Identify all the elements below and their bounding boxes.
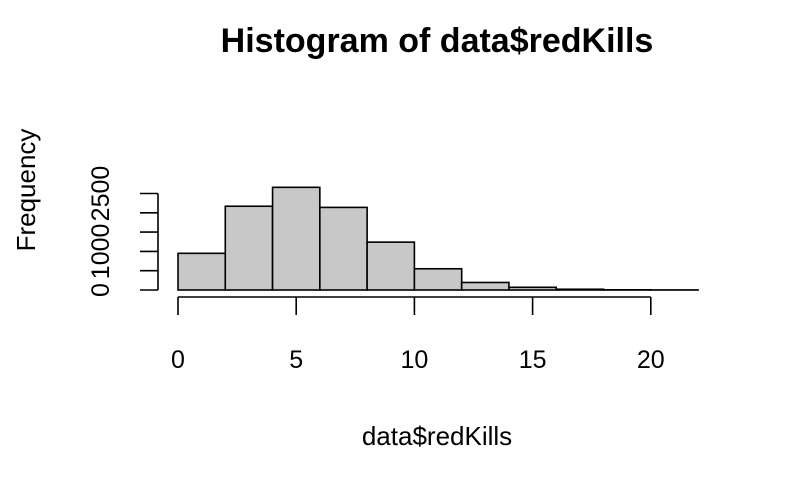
chart-title: Histogram of data$redKills [221,22,654,60]
y-tick-label: 2500 [87,166,115,222]
y-tick-label: 0 [87,283,115,297]
histogram-bar [177,252,227,291]
histogram-bar [508,286,558,291]
y-tick-label: 1000 [87,224,115,280]
x-axis: 0 5 10 15 20 [171,296,665,374]
histogram-bar [413,267,463,291]
x-tick-label: 15 [519,346,547,374]
x-axis-label: data$redKills [362,421,512,451]
histogram-bar [366,241,416,291]
histogram-bar [555,288,605,291]
y-axis-label: Frequency [11,129,41,252]
x-tick-label: 0 [171,346,185,374]
histogram-bar [319,206,368,291]
x-tick-label: 20 [637,346,665,374]
x-tick-label: 10 [400,346,428,374]
x-tick-label: 5 [289,346,303,374]
histogram-bar [460,281,510,291]
histogram-bar [224,205,274,291]
histogram-bar [271,186,321,291]
bars-group [177,186,699,291]
